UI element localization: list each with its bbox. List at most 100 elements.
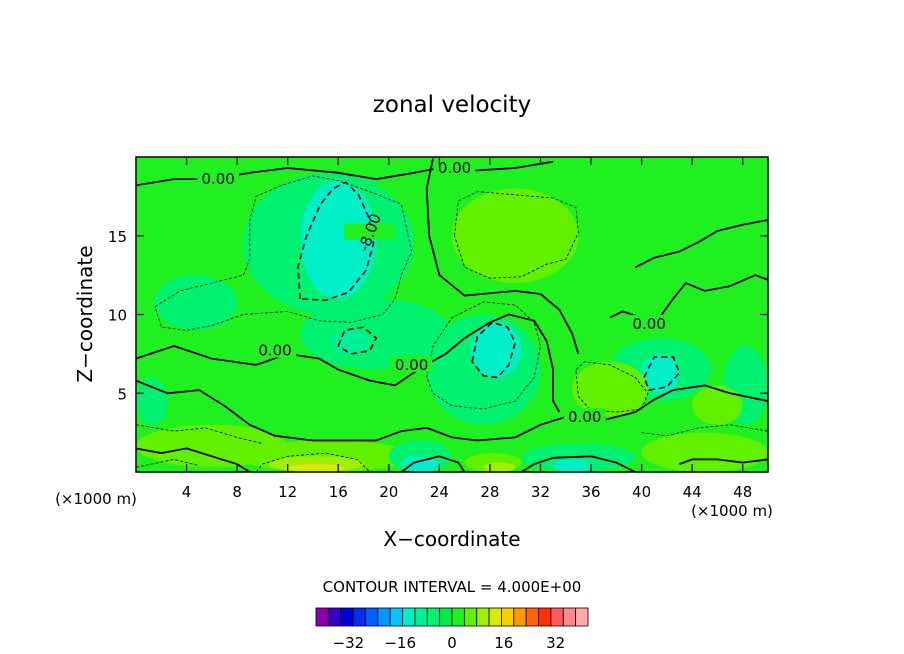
colorbar-tick-label: −16: [384, 634, 416, 652]
y-tick-label: 10: [108, 307, 127, 325]
contour-interval-label: CONTOUR INTERVAL = 4.000E+00: [323, 578, 582, 596]
contour-line-zero: [609, 274, 768, 319]
y-axis: 5 10 15: [108, 228, 768, 403]
x-tick-label: 36: [581, 483, 600, 501]
region-fill: [401, 456, 440, 472]
contour-label: 0.00: [568, 408, 601, 426]
contour-line-neg8: [643, 356, 681, 391]
x-axis-label: X−coordinate: [383, 527, 520, 551]
x-tick-label: 12: [278, 483, 297, 501]
contour-label-bg: [344, 223, 396, 240]
contour-line-thin: [641, 424, 768, 437]
region-fill: [483, 462, 516, 472]
region-fill: [452, 188, 579, 283]
x-tick-label: 40: [632, 483, 651, 501]
x-tick-label: 48: [733, 483, 752, 501]
x-tick-label: 4: [182, 483, 192, 501]
contour-line-thin: [136, 424, 263, 444]
colorbar-swatch: [488, 607, 502, 627]
contour-label: 0.00: [438, 159, 471, 177]
contour-line-zero: [634, 219, 768, 269]
contour-label-bg: [433, 159, 476, 176]
region-fill: [136, 377, 168, 425]
contour-line-thin: [255, 452, 371, 472]
zero-contour-lines: [136, 158, 768, 472]
contour-line-zero: [425, 158, 580, 355]
x-tick-label: 44: [683, 483, 702, 501]
x-tick-label: 16: [329, 483, 348, 501]
x-axis-unit-left: (×1000 m): [55, 490, 137, 508]
contour-line-thin: [426, 301, 541, 410]
colorbar-swatch: [525, 607, 539, 627]
contour-label-bg: [254, 341, 297, 358]
region-fill: [300, 180, 377, 299]
colorbar-swatch: [575, 607, 589, 627]
region-fill: [300, 298, 452, 370]
region-fill: [154, 275, 238, 331]
x-axis: 4 8 12 16 20 24 28 32 36 40 44 48: [182, 157, 752, 501]
colorbar-swatch: [550, 607, 564, 627]
contour-line-zero: [464, 313, 561, 413]
colorbar-swatch: [315, 607, 329, 627]
contour-line-neg8: [471, 321, 517, 379]
x-axis-unit-right: (×1000 m): [691, 502, 773, 520]
colorbar-swatch: [414, 607, 428, 627]
thin-contour-lines: [136, 175, 768, 472]
contour-label: 0.00: [395, 356, 428, 374]
colorbar-tick-label: 32: [546, 634, 565, 652]
colorbar-swatch: [463, 607, 478, 627]
region-fill: [641, 432, 768, 472]
contour-line-neg8: [337, 326, 378, 355]
x-tick-label: 8: [232, 483, 242, 501]
region-fill: [553, 459, 592, 472]
contour-line-thin: [154, 175, 413, 331]
contour-label: 0.00: [632, 315, 665, 333]
x-tick-label: 28: [480, 483, 499, 501]
colorbar-swatch: [538, 607, 552, 627]
chart-title: zonal velocity: [373, 92, 531, 118]
region-fill: [521, 443, 636, 472]
colorbar-swatch: [439, 607, 453, 627]
colorbar-tick-label: 0: [447, 634, 457, 652]
contour-line-neg8: [296, 181, 375, 302]
y-axis-label: Z−coordinate: [73, 245, 97, 382]
contour-line-thin: [454, 191, 579, 279]
region-fill: [287, 464, 345, 472]
colorbar-swatch: [513, 607, 527, 627]
colorbar-swatch: [352, 607, 366, 627]
colorbar-tick-label: −32: [333, 634, 365, 652]
y-tick-label: 5: [117, 385, 127, 403]
colorbar-swatch: [365, 607, 379, 627]
colorbar-swatch: [402, 607, 416, 627]
negative-contour-lines: [296, 181, 681, 391]
region-fill: [572, 361, 648, 417]
x-tick-label: 24: [430, 483, 449, 501]
filled-regions: [136, 157, 768, 472]
contour-label-bg: [563, 407, 606, 424]
contour-line-zero: [521, 455, 636, 472]
colorbar: −32 −16 0 16 32: [315, 607, 589, 652]
region-fill: [692, 385, 743, 425]
contour-label: 0.00: [258, 342, 291, 360]
colorbar-swatch: [340, 607, 354, 627]
contour-line-zero: [136, 379, 768, 442]
colorbar-swatch: [562, 607, 577, 627]
contour-line-zero: [136, 447, 251, 472]
contour-label: 0.00: [201, 170, 234, 188]
contour-label-bg: [197, 170, 240, 187]
y-tick-label: 15: [108, 228, 127, 246]
colorbar-tick-label: 16: [494, 634, 513, 652]
plot-area: 0.000.00-8.000.000.000.000.00: [136, 157, 768, 472]
colorbar-swatch: [451, 607, 465, 627]
colorbar-swatch: [377, 607, 391, 627]
colorbar-swatch: [476, 607, 490, 627]
colorbar-swatch: [501, 607, 515, 627]
contour-line-zero: [679, 458, 768, 465]
contour-line-zero: [400, 455, 466, 472]
x-tick-label: 20: [379, 483, 398, 501]
x-tick-label: 32: [531, 483, 550, 501]
contour-label-bg: [390, 355, 433, 372]
contour-label-bg: [628, 314, 671, 331]
colorbar-swatch: [389, 607, 403, 627]
